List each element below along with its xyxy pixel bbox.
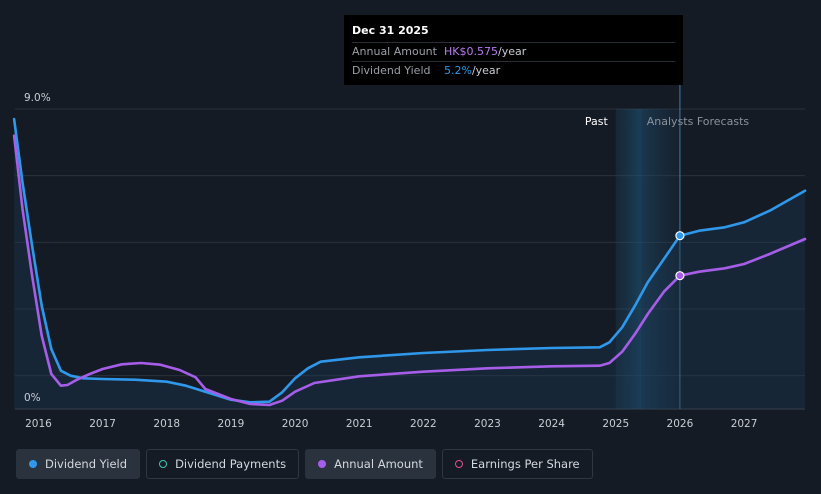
x-tick-label: 2027 [731,418,758,430]
past-label: Past [585,115,609,128]
past-region [615,109,642,409]
legend-dividend-yield[interactable]: Dividend Yield [16,449,141,479]
tooltip-yield-label: Dividend Yield [352,64,431,77]
legend-annual-amount[interactable]: Annual Amount [305,449,436,479]
yield-area-fill [14,119,806,409]
series-line-yield [12,117,807,404]
legend-label: Dividend Payments [175,457,287,471]
x-tick-label: 2018 [153,418,180,430]
yield-area [14,119,806,409]
x-tick-label: 2019 [218,418,245,430]
series-markers [675,231,685,281]
legend-dot-icon [29,460,37,468]
legend-earnings-per-share[interactable]: Earnings Per Share [441,449,593,479]
tooltip-annual-label: Annual Amount [352,45,437,58]
legend-ring-icon [159,460,168,468]
y-tick-label: 0% [24,392,41,404]
tooltip: Dec 31 2025 Annual Amount HK$0.575 /year… [344,15,683,85]
forecast-label: Analysts Forecasts [647,115,750,128]
legend-label: Dividend Yield [45,457,128,471]
tooltip-yield-value: 5.2% [444,64,472,77]
forecast-region [641,109,680,409]
tooltip-yield-unit: /year [471,64,501,77]
y-tick-label: 9.0% [24,92,51,104]
x-tick-label: 2021 [346,418,373,430]
x-tick-label: 2020 [282,418,309,430]
tooltip-date: Dec 31 2025 [352,24,429,37]
series-lines [12,117,807,407]
axis-labels: Past Analysts Forecasts 9.0% 0% 2016 2017 2018… [24,92,757,430]
tooltip-annual-value: HK$0.575 [444,45,498,58]
legend-label: Earnings Per Share [470,457,580,471]
x-tick-label: 2026 [667,418,694,430]
x-tick-label: 2017 [89,418,116,430]
marker-yield [675,231,685,241]
legend-dividend-payments[interactable]: Dividend Payments [146,449,300,479]
x-tick-label: 2022 [410,418,437,430]
legend-label: Annual Amount [334,457,423,471]
marker-annual [675,271,685,281]
tooltip-yield-row: Dividend Yield 5.2% /year [352,61,675,80]
x-tick-label: 2024 [538,418,565,430]
x-tick-label: 2025 [602,418,629,430]
region-shading [615,85,681,409]
legend: Dividend Yield Dividend Payments Annual … [16,449,593,479]
tooltip-annual-unit: /year [497,45,527,58]
x-tick-label: 2016 [25,418,52,430]
series-line-annual [12,134,807,407]
legend-ring-icon [454,460,463,468]
tooltip-annual-row: Annual Amount HK$0.575 /year [352,42,675,61]
x-tick-label: 2023 [474,418,501,430]
legend-dot-icon [318,460,327,468]
